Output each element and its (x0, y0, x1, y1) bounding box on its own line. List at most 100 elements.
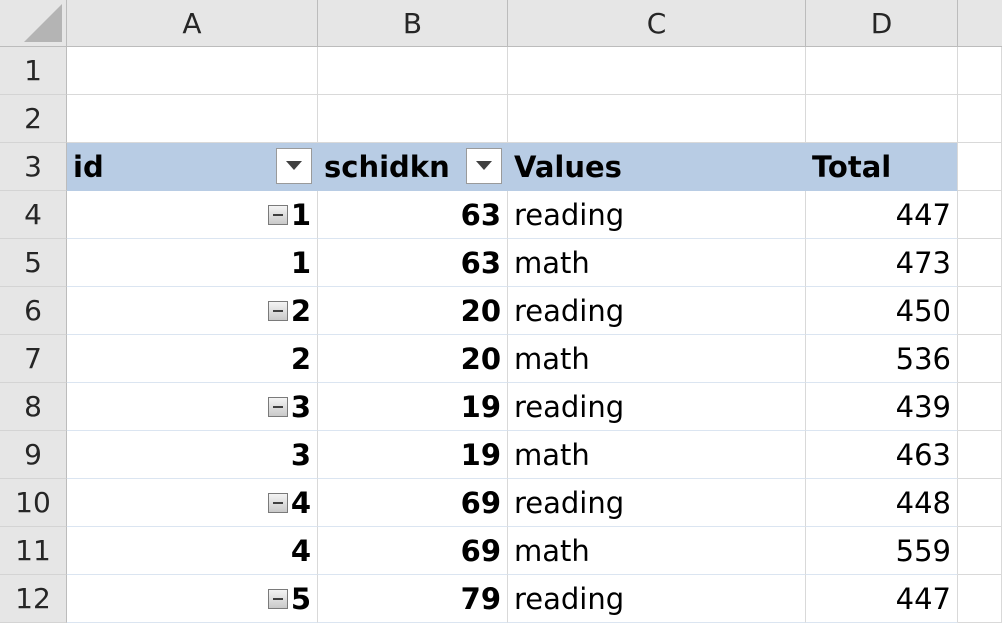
column-header-a[interactable]: A (67, 0, 318, 47)
filter-dropdown-button-schidkn[interactable] (466, 148, 502, 184)
cell-empty[interactable] (67, 47, 318, 95)
pivot-cell-values[interactable]: reading (508, 287, 806, 335)
pivot-cell-values[interactable]: math (508, 527, 806, 575)
select-all-button[interactable] (0, 0, 67, 47)
pivot-id-value: 1 (290, 245, 311, 280)
collapse-minus-icon[interactable] (267, 396, 288, 417)
pivot-cell-schidkn[interactable]: 63 (318, 239, 508, 287)
pivot-cell-id[interactable]: 2 (67, 335, 318, 383)
pivot-header-schidkn[interactable]: schidkn (318, 143, 508, 191)
pivot-header-total[interactable]: Total (806, 143, 958, 191)
pivot-cell-values[interactable]: reading (508, 575, 806, 623)
pivot-cell-id[interactable]: 4 (67, 527, 318, 575)
row-header-1[interactable]: 1 (0, 47, 67, 95)
cell-empty[interactable] (958, 239, 1002, 287)
pivot-cell-total[interactable]: 463 (806, 431, 958, 479)
pivot-cell-total[interactable]: 473 (806, 239, 958, 287)
row-header-4[interactable]: 4 (0, 191, 67, 239)
cell-empty[interactable] (508, 95, 806, 143)
row-header-11[interactable]: 11 (0, 527, 67, 575)
cell-empty[interactable] (958, 431, 1002, 479)
row-header-3[interactable]: 3 (0, 143, 67, 191)
row-header-2[interactable]: 2 (0, 95, 67, 143)
pivot-header-schidkn-label: schidkn (324, 149, 450, 184)
cell-empty[interactable] (318, 47, 508, 95)
collapse-minus-icon[interactable] (267, 588, 288, 609)
collapse-minus-icon[interactable] (267, 204, 288, 225)
pivot-cell-id[interactable]: 1 (67, 239, 318, 287)
pivot-id-value: 4 (290, 533, 311, 568)
pivot-cell-total[interactable]: 559 (806, 527, 958, 575)
pivot-cell-schidkn[interactable]: 69 (318, 527, 508, 575)
pivot-cell-total[interactable]: 447 (806, 191, 958, 239)
pivot-id-value: 2 (290, 293, 311, 328)
select-all-triangle-icon (24, 4, 62, 42)
cell-empty[interactable] (958, 95, 1002, 143)
pivot-cell-id[interactable]: 2 (67, 287, 318, 335)
column-header-e[interactable] (958, 0, 1002, 47)
dropdown-arrow-icon (476, 161, 492, 170)
pivot-header-total-label: Total (812, 149, 892, 184)
row-header-12[interactable]: 12 (0, 575, 67, 623)
cell-empty[interactable] (958, 47, 1002, 95)
pivot-header-values[interactable]: Values (508, 143, 806, 191)
pivot-id-value: 1 (290, 197, 311, 232)
filter-dropdown-button-id[interactable] (276, 148, 312, 184)
pivot-cell-values[interactable]: math (508, 239, 806, 287)
pivot-cell-total[interactable]: 439 (806, 383, 958, 431)
pivot-cell-values[interactable]: math (508, 335, 806, 383)
pivot-cell-id[interactable]: 3 (67, 383, 318, 431)
row-header-6[interactable]: 6 (0, 287, 67, 335)
cell-empty[interactable] (806, 95, 958, 143)
cell-empty[interactable] (806, 47, 958, 95)
cell-empty[interactable] (958, 287, 1002, 335)
pivot-cell-schidkn[interactable]: 19 (318, 431, 508, 479)
cell-empty[interactable] (958, 143, 1002, 191)
pivot-cell-schidkn[interactable]: 20 (318, 335, 508, 383)
pivot-header-values-label: Values (514, 149, 622, 184)
pivot-cell-values[interactable]: reading (508, 479, 806, 527)
column-header-c[interactable]: C (508, 0, 806, 47)
row-header-9[interactable]: 9 (0, 431, 67, 479)
row-header-7[interactable]: 7 (0, 335, 67, 383)
pivot-header-id[interactable]: id (67, 143, 318, 191)
cell-empty[interactable] (958, 527, 1002, 575)
cell-empty[interactable] (958, 575, 1002, 623)
pivot-cell-schidkn[interactable]: 69 (318, 479, 508, 527)
row-header-10[interactable]: 10 (0, 479, 67, 527)
pivot-cell-id[interactable]: 3 (67, 431, 318, 479)
cell-empty[interactable] (958, 383, 1002, 431)
pivot-cell-values[interactable]: reading (508, 191, 806, 239)
pivot-cell-id[interactable]: 1 (67, 191, 318, 239)
pivot-id-value: 2 (290, 341, 311, 376)
pivot-cell-schidkn[interactable]: 79 (318, 575, 508, 623)
pivot-id-value: 3 (290, 389, 311, 424)
row-header-8[interactable]: 8 (0, 383, 67, 431)
collapse-minus-icon[interactable] (267, 300, 288, 321)
cell-empty[interactable] (67, 95, 318, 143)
cell-empty[interactable] (958, 191, 1002, 239)
pivot-id-value: 5 (290, 581, 311, 616)
column-header-b[interactable]: B (318, 0, 508, 47)
pivot-cell-id[interactable]: 4 (67, 479, 318, 527)
row-header-5[interactable]: 5 (0, 239, 67, 287)
cell-empty[interactable] (318, 95, 508, 143)
cell-empty[interactable] (958, 479, 1002, 527)
dropdown-arrow-icon (286, 161, 302, 170)
pivot-header-id-label: id (73, 149, 104, 184)
pivot-cell-total[interactable]: 448 (806, 479, 958, 527)
pivot-cell-values[interactable]: math (508, 431, 806, 479)
column-header-d[interactable]: D (806, 0, 958, 47)
cell-empty[interactable] (508, 47, 806, 95)
pivot-cell-values[interactable]: reading (508, 383, 806, 431)
collapse-minus-icon[interactable] (267, 492, 288, 513)
pivot-cell-schidkn[interactable]: 19 (318, 383, 508, 431)
pivot-cell-schidkn[interactable]: 63 (318, 191, 508, 239)
pivot-cell-total[interactable]: 536 (806, 335, 958, 383)
pivot-cell-total[interactable]: 447 (806, 575, 958, 623)
pivot-cell-total[interactable]: 450 (806, 287, 958, 335)
pivot-cell-id[interactable]: 5 (67, 575, 318, 623)
pivot-cell-schidkn[interactable]: 20 (318, 287, 508, 335)
cell-empty[interactable] (958, 335, 1002, 383)
pivot-id-value: 3 (290, 437, 311, 472)
